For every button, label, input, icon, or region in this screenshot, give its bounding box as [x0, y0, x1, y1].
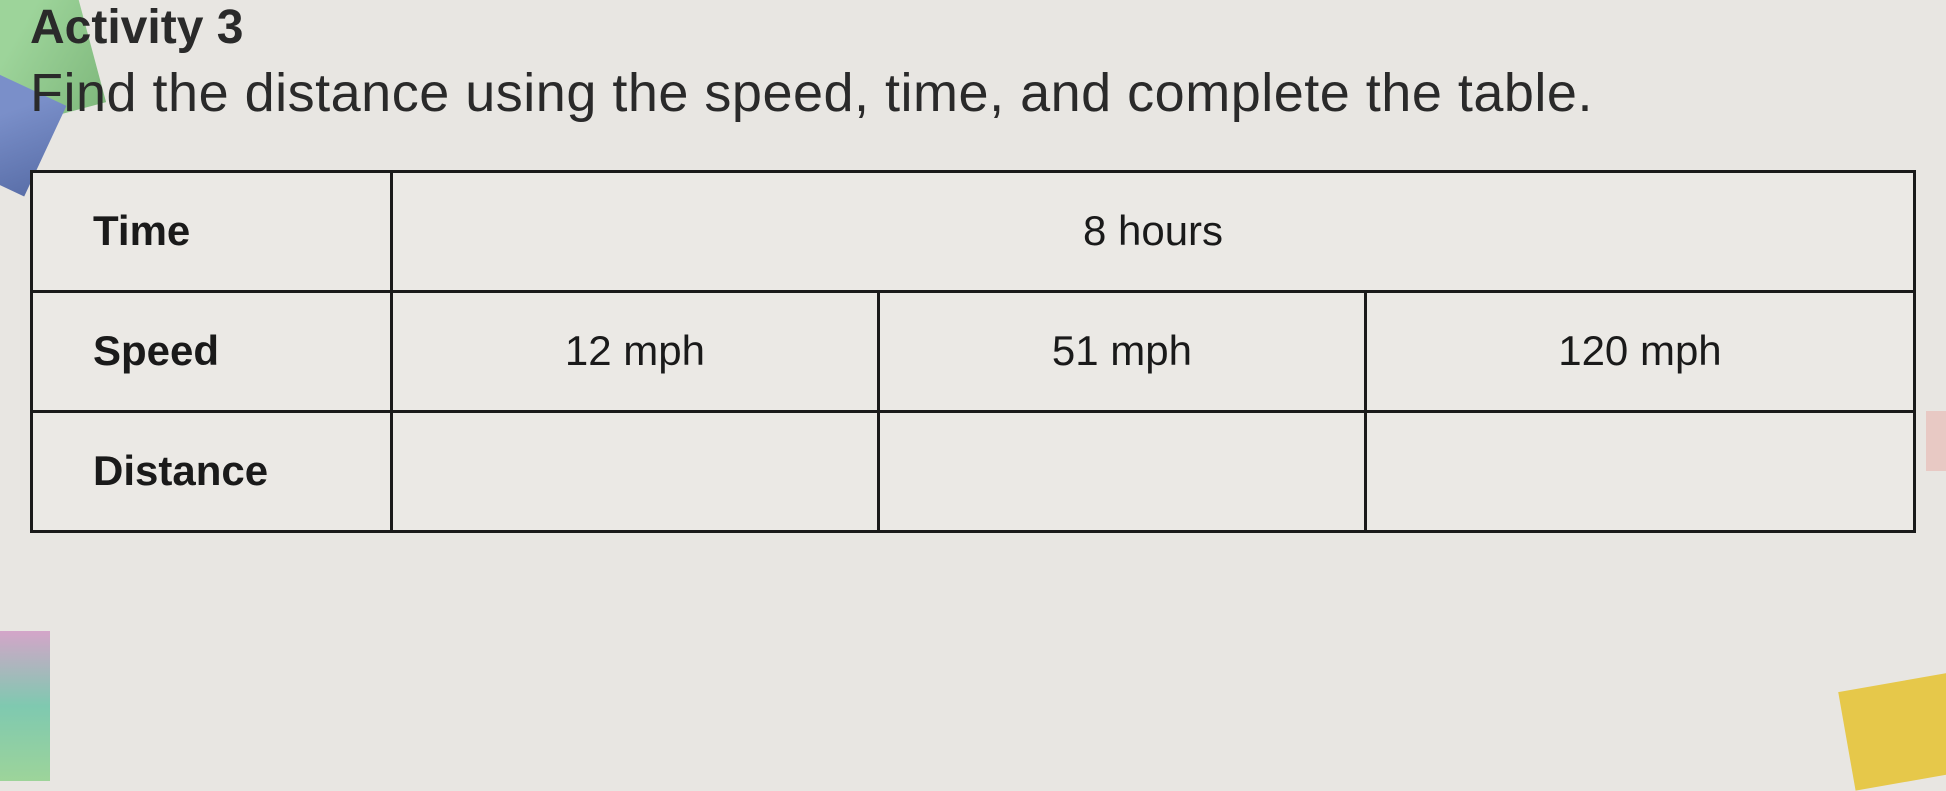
speed-cell-3: 120 mph [1365, 291, 1914, 411]
speed-row-header: Speed [32, 291, 392, 411]
instruction-text: Find the distance using the speed, time,… [30, 57, 1916, 130]
worksheet-content: Activity 3 Find the distance using the s… [30, 0, 1916, 533]
time-row-header: Time [32, 171, 392, 291]
distance-row-header: Distance [32, 411, 392, 531]
distance-cell-2[interactable] [878, 411, 1365, 531]
speed-cell-2: 51 mph [878, 291, 1365, 411]
activity-title: Activity 3 [30, 0, 1916, 55]
distance-table: Time 8 hours Speed 12 mph 51 mph 120 mph… [30, 170, 1916, 533]
table-row-speed: Speed 12 mph 51 mph 120 mph [32, 291, 1915, 411]
table-row-distance: Distance [32, 411, 1915, 531]
speed-cell-1: 12 mph [392, 291, 879, 411]
distance-cell-1[interactable] [392, 411, 879, 531]
time-value-cell: 8 hours [392, 171, 1915, 291]
table-row-time: Time 8 hours [32, 171, 1915, 291]
distance-cell-3[interactable] [1365, 411, 1914, 531]
